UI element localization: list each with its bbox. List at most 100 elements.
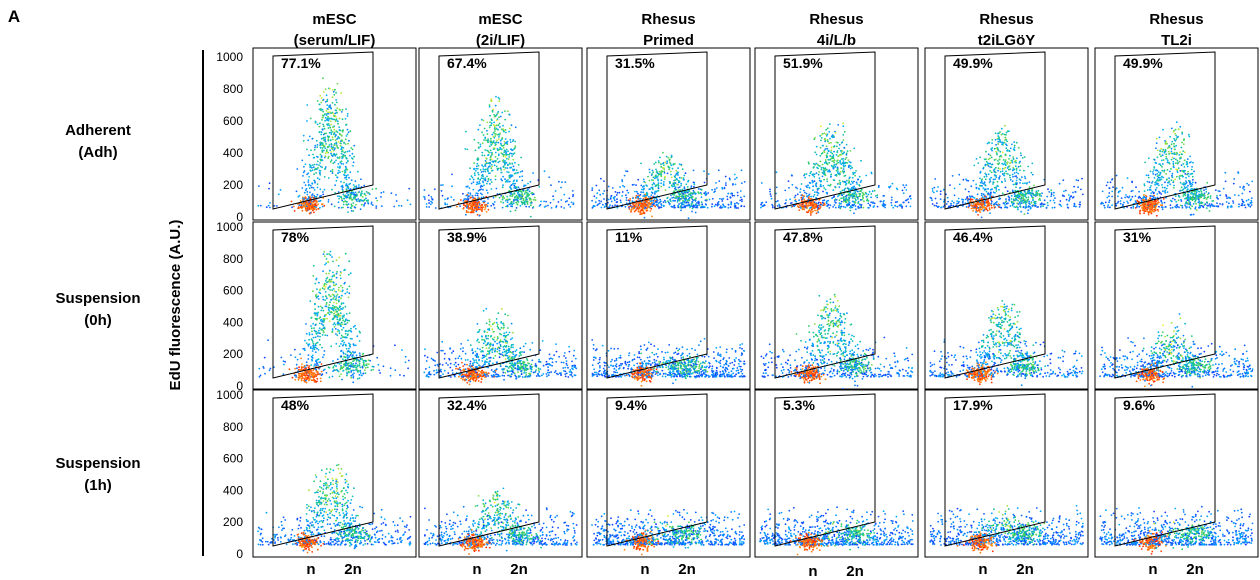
flow-panel: 78% [252, 221, 417, 390]
scatter-points [423, 95, 575, 218]
panel-frame [924, 221, 1089, 390]
gate-percentage-label: 49.9% [953, 55, 993, 71]
gate-percentage-label: 9.4% [615, 397, 647, 413]
gate-percentage-label: 5.3% [783, 397, 815, 413]
flow-panel: 17.9% [924, 389, 1089, 558]
x-tick-label-2n: 2n [510, 561, 528, 578]
s-phase-gate [606, 51, 708, 210]
gate-percentage-label: 77.1% [281, 55, 321, 71]
scatter-points [423, 487, 578, 555]
y-tick-label: 200 [223, 178, 243, 192]
s-phase-gate [1114, 51, 1216, 210]
flow-panel: 67.4% [418, 47, 583, 221]
s-phase-gate [272, 393, 374, 547]
s-phase-gate [606, 225, 708, 379]
row-header-line1: Adherent [65, 122, 131, 139]
row-header-line2: (Adh) [78, 144, 117, 161]
flow-panel: 5.3% [754, 389, 919, 558]
column-header-line1: Rhesus [809, 11, 863, 28]
y-tick-label: 600 [223, 452, 243, 466]
column-header-line1: Rhesus [641, 11, 695, 28]
gate-percentage-label: 46.4% [953, 229, 993, 245]
y-tick-label: 400 [223, 146, 243, 160]
y-tick-label: 1000 [216, 388, 243, 402]
flow-panel: 48% [252, 389, 417, 558]
gate-percentage-label: 38.9% [447, 229, 487, 245]
gate-percentage-label: 49.9% [1123, 55, 1163, 71]
column-header-line2: (serum/LIF) [294, 32, 376, 49]
panel-frame [754, 47, 919, 221]
s-phase-gate [272, 51, 374, 210]
s-phase-gate [606, 393, 708, 547]
gate-percentage-label: 9.6% [1123, 397, 1155, 413]
panel-frame [418, 389, 583, 558]
s-phase-gate [438, 51, 540, 210]
gate-percentage-label: 17.9% [953, 397, 993, 413]
scatter-points [1100, 121, 1254, 217]
gate-percentage-label: 47.8% [783, 229, 823, 245]
y-axis-label: EdU fluorescence (A.U.) [167, 220, 184, 391]
flow-panel: 46.4% [924, 221, 1089, 390]
y-tick-label: 400 [223, 315, 243, 329]
x-tick-label-n: n [472, 561, 481, 578]
flow-panel: 32.4% [418, 389, 583, 558]
scatter-points [257, 77, 412, 215]
s-phase-gate [774, 393, 876, 547]
x-tick-label-n: n [808, 563, 817, 580]
flow-panel: 9.6% [1094, 389, 1259, 558]
panel-frame [754, 221, 919, 390]
s-phase-gate [944, 393, 1046, 547]
y-tick-label: 800 [223, 420, 243, 434]
column-header-line2: t2iLGöY [978, 32, 1036, 49]
panel-frame [924, 47, 1089, 221]
gate-percentage-label: 31% [1123, 229, 1152, 245]
gate-percentage-label: 51.9% [783, 55, 823, 71]
panel-frame [586, 389, 751, 558]
panel-frame [1094, 389, 1259, 558]
x-tick-label-n: n [640, 561, 649, 578]
y-tick-label: 200 [223, 515, 243, 529]
panel-frame [1094, 47, 1259, 221]
y-tick-label: 600 [223, 114, 243, 128]
column-header-line1: mESC [312, 11, 356, 28]
panel-frame [252, 221, 417, 390]
x-tick-label-2n: 2n [678, 561, 696, 578]
x-tick-label-2n: 2n [1016, 561, 1034, 578]
s-phase-gate [438, 225, 540, 379]
flow-panel: 49.9% [1094, 47, 1259, 221]
y-tick-label: 200 [223, 347, 243, 361]
gate-percentage-label: 67.4% [447, 55, 487, 71]
flow-panel: 9.4% [586, 389, 751, 558]
y-tick-label: 1000 [216, 50, 243, 64]
s-phase-gate [774, 225, 876, 379]
scatter-points [1099, 313, 1254, 388]
row-header-line2: (1h) [84, 477, 112, 494]
x-tick-label-n: n [306, 561, 315, 578]
x-tick-label-2n: 2n [1186, 561, 1204, 578]
y-tick-label: 800 [223, 252, 243, 266]
panel-label: A [8, 7, 20, 26]
x-tick-label-2n: 2n [846, 563, 864, 580]
scatter-points [760, 293, 914, 389]
y-tick-label: 0 [236, 379, 243, 393]
s-phase-gate [774, 51, 876, 210]
s-phase-gate [272, 225, 374, 379]
column-header-line2: (2i/LIF) [476, 32, 525, 49]
s-phase-gate [1114, 393, 1216, 547]
gate-percentage-label: 32.4% [447, 397, 487, 413]
column-header-line1: Rhesus [979, 11, 1033, 28]
flow-panel: 49.9% [924, 47, 1089, 221]
x-tick-label-2n: 2n [344, 561, 362, 578]
s-phase-gate [438, 393, 540, 547]
gate-percentage-label: 78% [281, 229, 310, 245]
panel-frame [586, 47, 751, 221]
row-header-line2: (0h) [84, 312, 112, 329]
scatter-points [1099, 505, 1254, 555]
scatter-points [423, 307, 578, 386]
flow-panel: 11% [586, 221, 751, 390]
column-header-line1: mESC [478, 11, 522, 28]
s-phase-gate [944, 51, 1046, 210]
column-header-line2: Primed [643, 32, 694, 49]
y-tick-label: 0 [236, 210, 243, 224]
